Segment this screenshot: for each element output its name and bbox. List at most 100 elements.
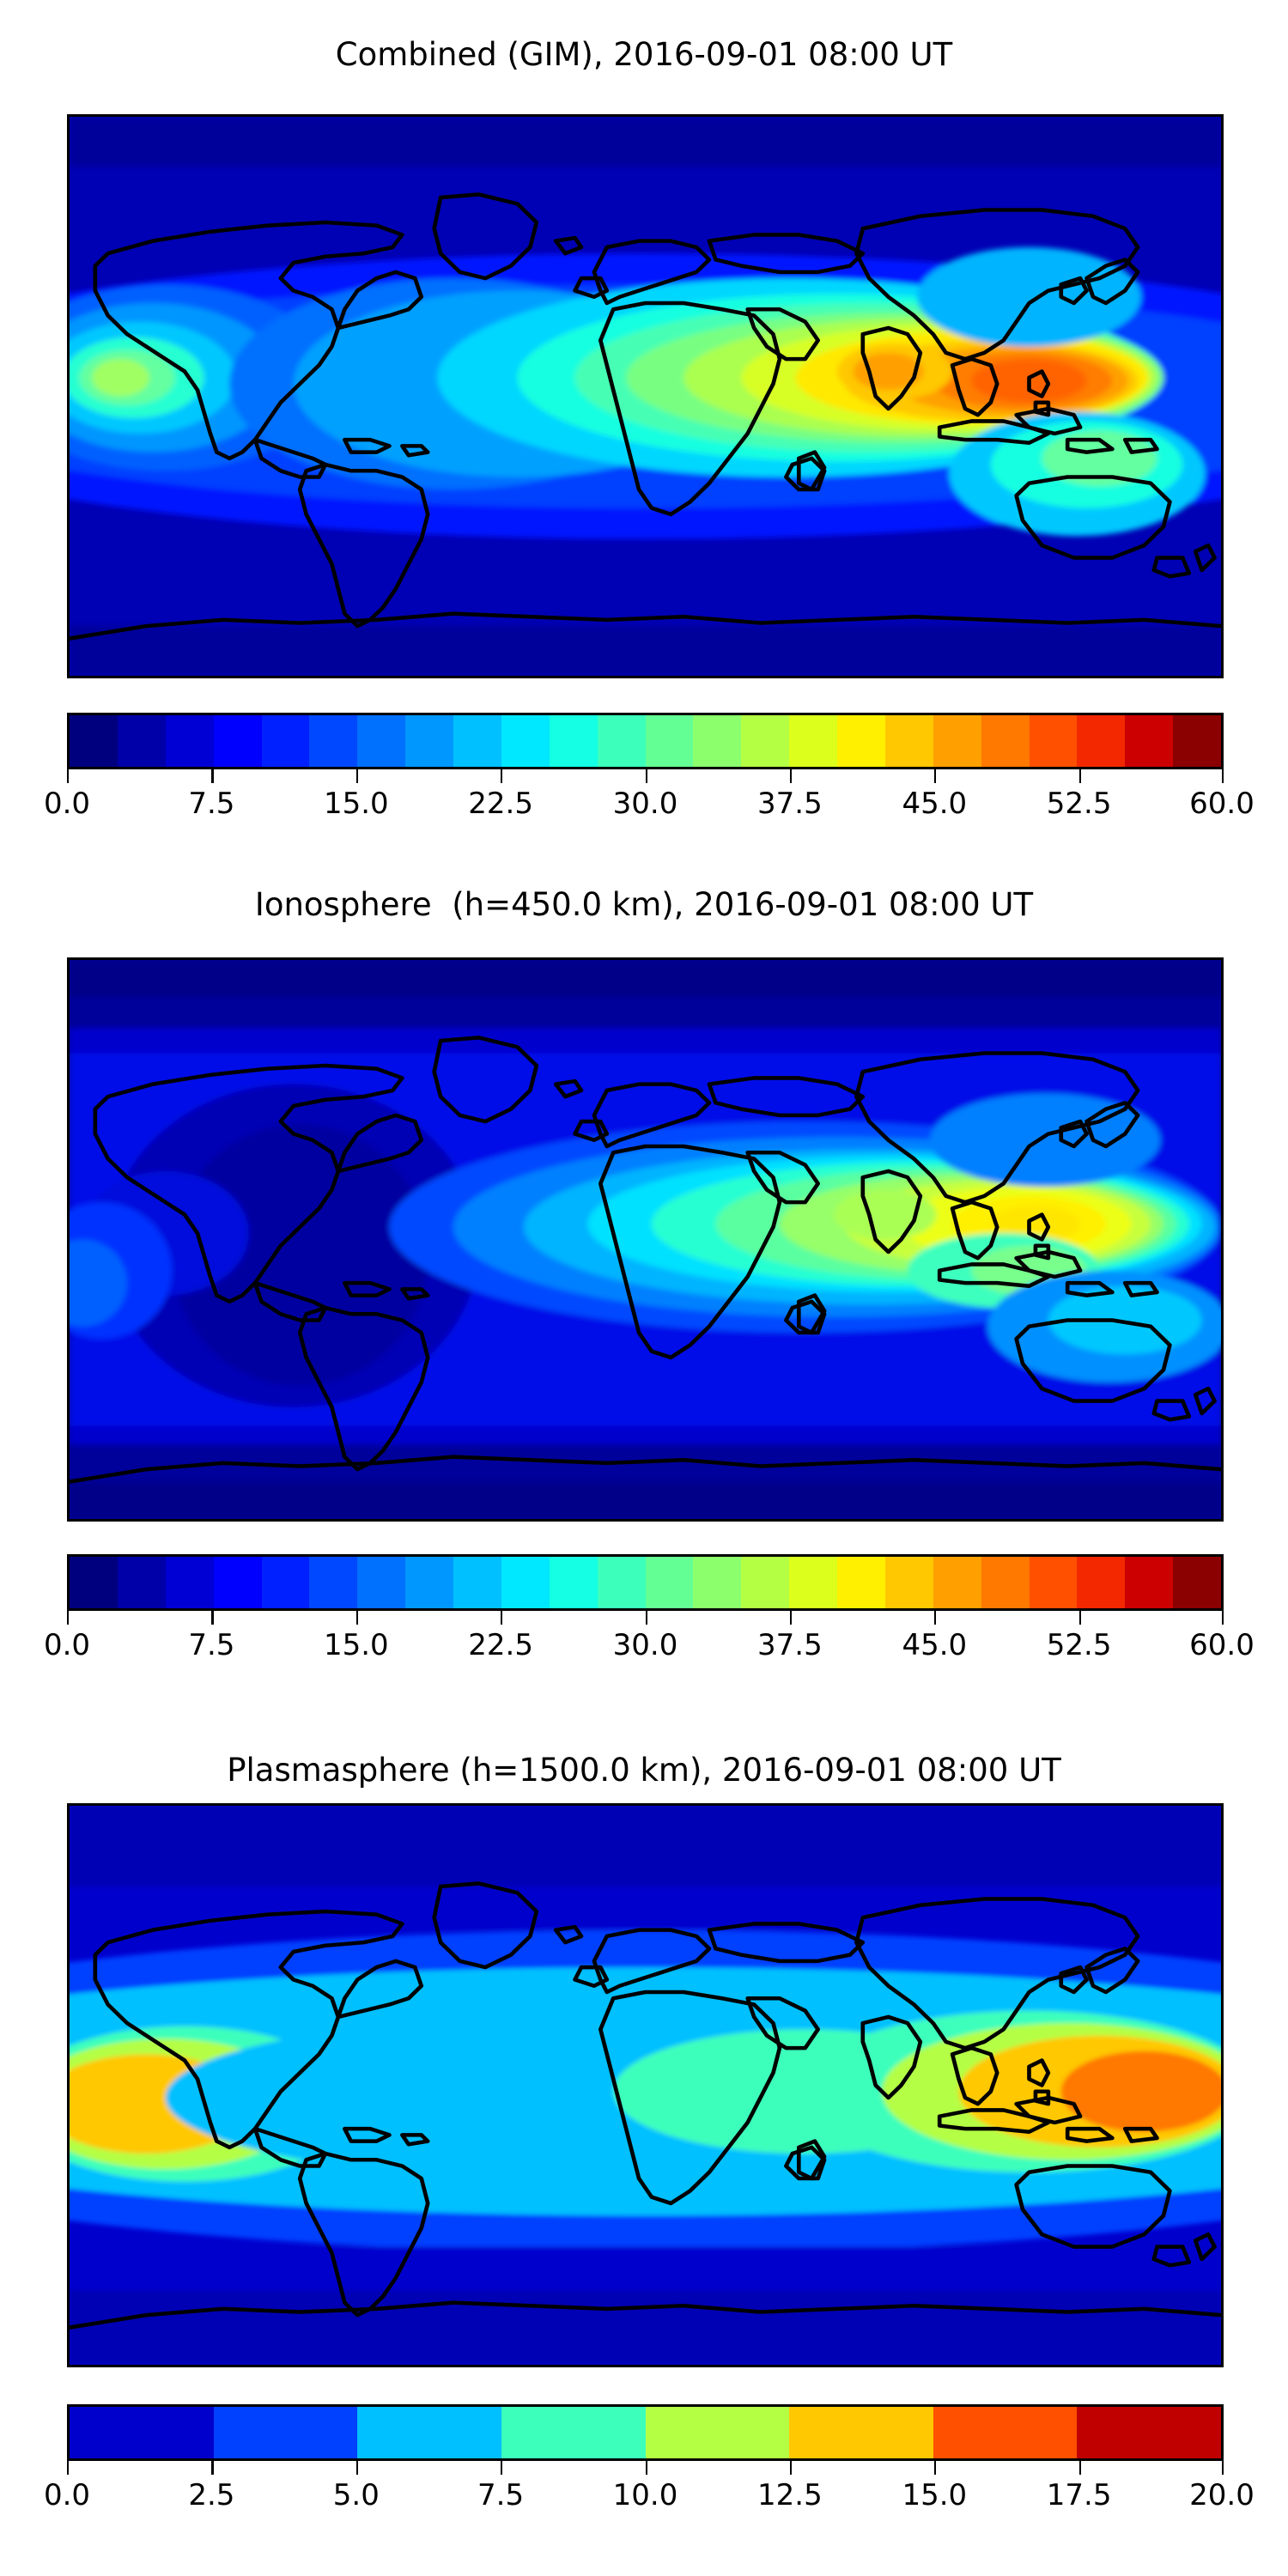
cbar-seg	[117, 715, 166, 767]
panel-title-ionosphere: Ionosphere (h=450.0 km), 2016-09-01 08:0…	[254, 886, 1034, 923]
cbar-seg	[837, 1557, 885, 1608]
cbar-seg	[213, 2407, 358, 2458]
cbar-seg	[1029, 715, 1078, 767]
cbar-label: 45.0	[902, 787, 968, 821]
colorbar-ionosphere	[67, 1554, 1224, 1611]
colorbar-ticks-ionosphere: 0.0 7.5 15.0 22.5 30.0 37.5 45.0 52.5 60…	[44, 1554, 1255, 1662]
cbar-seg	[741, 715, 790, 767]
coastlines-plasmasphere	[70, 1881, 1221, 2330]
cbar-label: 15.0	[902, 2478, 968, 2512]
cbar-label: 52.5	[1046, 787, 1112, 821]
cbar-tick	[501, 1611, 503, 1625]
cbar-label: 37.5	[757, 787, 823, 821]
cbar-seg	[1125, 1557, 1174, 1608]
cbar-seg	[789, 1557, 837, 1608]
cbar-tick	[67, 2461, 70, 2475]
cbar-seg	[501, 1557, 550, 1608]
cbar-tick	[1222, 769, 1224, 783]
cbar-tick	[645, 769, 647, 783]
map-ionosphere	[67, 957, 1224, 1522]
cbar-seg	[981, 715, 1030, 767]
cbar-tick	[355, 769, 358, 783]
cbar-label: 30.0	[612, 1628, 678, 1662]
colorbar-combined-wrap: 0.0 7.5 15.0 22.5 30.0 37.5 45.0 52.5 60…	[44, 713, 1255, 821]
panel-title-combined: Combined (GIM), 2016-09-01 08:00 UT	[335, 36, 953, 73]
cbar-seg	[933, 1557, 981, 1608]
cbar-seg	[597, 1557, 646, 1608]
map-plasmasphere	[67, 1803, 1224, 2367]
cbar-seg	[453, 715, 501, 767]
cbar-tick	[355, 1611, 358, 1625]
cbar-tick	[645, 1611, 647, 1625]
cbar-tick	[67, 769, 70, 783]
cbar-label: 22.5	[468, 1628, 533, 1662]
cbar-tick	[934, 769, 937, 783]
cbar-tick	[501, 2461, 503, 2475]
cbar-label: 15.0	[323, 787, 389, 821]
cbar-seg	[645, 1557, 694, 1608]
cbar-seg	[933, 2407, 1078, 2458]
cbar-label: 45.0	[902, 1628, 968, 1662]
cbar-label: 0.0	[43, 2478, 91, 2512]
cbar-seg	[693, 1557, 742, 1608]
cbar-tick	[789, 769, 793, 783]
panel-plasmasphere: Plasmasphere (h=1500.0 km), 2016-09-01 0…	[0, 1726, 1288, 2576]
cbar-seg	[549, 1557, 598, 1608]
cbar-label: 20.0	[1189, 2478, 1255, 2512]
map-combined-gim	[67, 114, 1224, 678]
coastlines-ionosphere	[70, 1036, 1221, 1484]
colorbar-plasmasphere-wrap: 0.0 2.5 5.0 7.5 10.0 12.5 15.0 17.5 20.0	[44, 2404, 1255, 2512]
cbar-seg	[884, 715, 933, 767]
cbar-tick	[1078, 2461, 1081, 2475]
cbar-tick	[501, 769, 503, 783]
cbar-label: 60.0	[1189, 787, 1255, 821]
cbar-seg	[501, 715, 550, 767]
map-svg-combined	[70, 117, 1221, 676]
cbar-seg	[165, 715, 214, 767]
cbar-label: 12.5	[757, 2478, 823, 2512]
cbar-seg	[981, 1557, 1030, 1608]
cbar-tick	[211, 1611, 214, 1625]
cbar-seg	[1029, 1557, 1078, 1608]
cbar-label: 30.0	[612, 787, 678, 821]
cbar-seg	[789, 2407, 933, 2458]
panel-ionosphere: Ionosphere (h=450.0 km), 2016-09-01 08:0…	[0, 850, 1288, 1700]
cbar-seg	[261, 715, 310, 767]
coastlines-combined	[70, 192, 1221, 641]
cbar-tick	[789, 1611, 793, 1625]
cbar-label: 2.5	[188, 2478, 235, 2512]
cbar-seg	[453, 1557, 501, 1608]
cbar-tick	[355, 2461, 358, 2475]
cbar-label: 7.5	[188, 787, 235, 821]
cbar-seg	[261, 1557, 310, 1608]
cbar-label: 15.0	[323, 1628, 389, 1662]
cbar-label: 37.5	[757, 1628, 823, 1662]
cbar-label: 17.5	[1046, 2478, 1112, 2512]
cbar-seg	[549, 715, 598, 767]
cbar-label: 7.5	[188, 1628, 235, 1662]
cbar-seg	[309, 1557, 358, 1608]
colorbar-ticks-combined: 0.0 7.5 15.0 22.5 30.0 37.5 45.0 52.5 60…	[44, 713, 1255, 821]
cbar-seg	[1077, 2407, 1221, 2458]
cbar-label: 60.0	[1189, 1628, 1255, 1662]
cbar-seg	[933, 715, 981, 767]
cbar-seg	[117, 1557, 166, 1608]
cbar-seg	[357, 715, 406, 767]
cbar-label: 0.0	[43, 1628, 91, 1662]
cbar-tick	[211, 769, 214, 783]
cbar-tick	[1222, 2461, 1224, 2475]
cbar-label: 10.0	[612, 2478, 678, 2512]
cbar-seg	[645, 2407, 790, 2458]
cbar-seg	[357, 2407, 501, 2458]
cbar-tick	[645, 2461, 647, 2475]
cbar-seg	[70, 715, 118, 767]
panel-combined-gim: Combined (GIM), 2016-09-01 08:00 UT	[0, 0, 1288, 824]
colorbar-combined	[67, 713, 1224, 769]
cbar-seg	[357, 1557, 406, 1608]
cbar-tick	[211, 2461, 214, 2475]
cbar-tick	[934, 1611, 937, 1625]
cbar-tick	[1222, 1611, 1224, 1625]
panel-title-plasmasphere: Plasmasphere (h=1500.0 km), 2016-09-01 0…	[227, 1752, 1061, 1789]
cbar-seg	[837, 715, 885, 767]
